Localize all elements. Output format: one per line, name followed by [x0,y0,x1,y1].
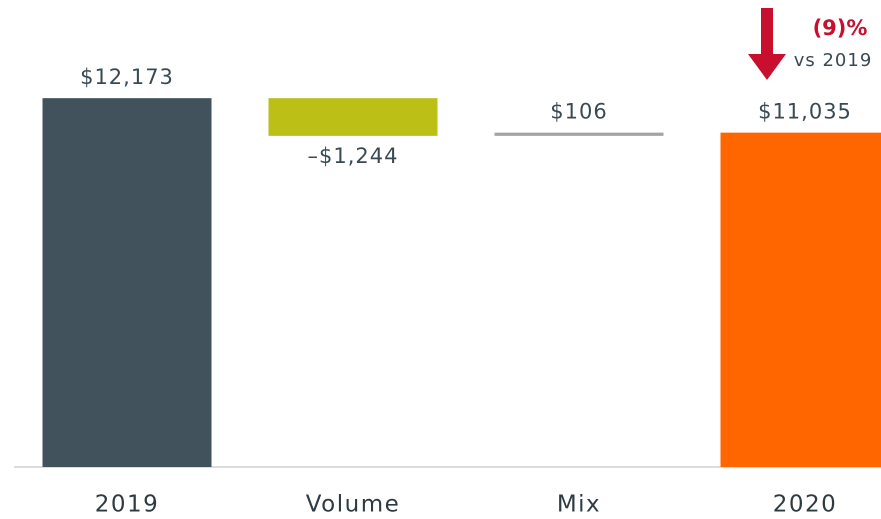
value-label: $12,173 [80,65,174,89]
bar [720,132,881,467]
annotation-subtext: vs 2019 [794,50,873,71]
bar [42,98,212,468]
bar [268,98,438,136]
x-tick-label: Volume [306,492,401,518]
x-tick-label: 2020 [773,492,838,518]
value-label: $11,035 [758,100,852,124]
annotation-arrow [748,8,786,80]
x-tick-label: Mix [557,492,601,518]
value-label: –$1,244 [308,144,399,168]
annotation-text: (9)% [813,16,868,40]
bar [494,132,664,136]
value-label: $106 [550,100,607,124]
x-tick-label: 2019 [95,492,160,518]
